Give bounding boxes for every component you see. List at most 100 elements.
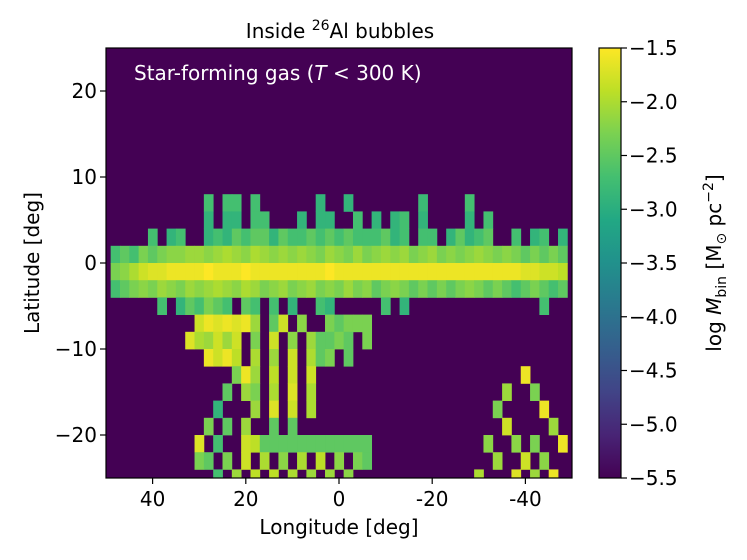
heatmap-cell (558, 435, 568, 453)
heatmap-cell (241, 263, 251, 281)
heatmap-cell (371, 280, 382, 298)
heatmap-cell (203, 228, 214, 247)
heatmap-cell (241, 245, 251, 264)
heatmap-cell (166, 245, 177, 264)
heatmap-cell (194, 435, 205, 453)
heatmap-cell (390, 228, 400, 247)
heatmap-cell (446, 245, 456, 264)
heatmap-cell (250, 331, 261, 350)
heatmap-cell (502, 263, 512, 281)
heatmap-cell (334, 245, 345, 264)
heatmap-cell (287, 366, 298, 384)
heatmap-cell (418, 194, 428, 212)
colorbar-tick-label: −2.5 (629, 144, 678, 168)
heatmap-cell (129, 263, 140, 281)
heatmap-cell (250, 349, 261, 367)
heatmap-cell (334, 280, 345, 298)
heatmap-cell (250, 194, 261, 212)
heatmap-cell (511, 228, 522, 247)
x-tick-label: 20 (233, 487, 258, 511)
heatmap-cell (175, 297, 186, 315)
heatmap-cell (315, 263, 326, 281)
heatmap-cell (306, 245, 317, 264)
heatmap-cell (362, 263, 373, 281)
heatmap-cell (269, 469, 279, 479)
heatmap-cell (343, 314, 354, 333)
colorbar-tick-label: −5.0 (629, 412, 678, 436)
heatmap-cell (297, 280, 307, 298)
heatmap-cell (362, 228, 373, 247)
heatmap-cell (222, 263, 233, 281)
heatmap-cell (241, 366, 251, 384)
heatmap-cell (203, 263, 214, 281)
heatmap-cell (446, 228, 456, 247)
heatmap-cell (250, 435, 261, 453)
annotation-star-forming: Star-forming gas (T < 300 K) (134, 61, 422, 85)
chart-title: Inside 26Al bubbles (246, 18, 434, 43)
heatmap-cell (502, 383, 512, 401)
heatmap-cell (418, 263, 428, 281)
heatmap-cell (334, 452, 345, 470)
heatmap-cell (520, 280, 531, 298)
heatmap-cell (352, 435, 363, 453)
heatmap-cell (213, 245, 223, 264)
heatmap-cell (269, 349, 279, 367)
x-tick-label: -20 (416, 487, 449, 511)
heatmap-cell (119, 280, 130, 298)
heatmap-cell (194, 452, 205, 470)
heatmap-cell (203, 452, 214, 470)
heatmap-cell (250, 383, 261, 401)
heatmap-cell (343, 435, 354, 453)
heatmap-cell (380, 297, 391, 315)
heatmap-cell (278, 314, 289, 333)
heatmap-cell (511, 280, 522, 298)
heatmap-cell (325, 331, 335, 350)
heatmap-cell (334, 314, 345, 333)
y-tick-label: 0 (84, 251, 97, 275)
heatmap-cell (287, 469, 298, 479)
heatmap-cell (455, 263, 466, 281)
heatmap-cell (147, 245, 158, 264)
heatmap-cell (222, 245, 233, 264)
heatmap-cell (371, 211, 382, 229)
heatmap-cell (259, 435, 270, 453)
heatmap-cell (222, 194, 233, 212)
heatmap-cell (213, 435, 223, 453)
heatmap-cell (483, 228, 494, 247)
heatmap-cell (297, 245, 307, 264)
heatmap-cell (436, 263, 447, 281)
heatmap-cell (371, 263, 382, 281)
heatmap-cell (343, 263, 354, 281)
heatmap-cell (380, 245, 391, 264)
heatmap-cell (371, 245, 382, 264)
heatmap-cell (231, 469, 242, 479)
heatmap-cells (110, 194, 568, 479)
heatmap-cell (203, 245, 214, 264)
heatmap-cell (399, 263, 410, 281)
heatmap-cell (352, 211, 363, 229)
colorbar-tick-label: −4.5 (629, 359, 678, 383)
heatmap-cell (427, 263, 438, 281)
y-tick-label: −20 (55, 423, 97, 447)
heatmap-cell (343, 469, 354, 479)
heatmap-cell (231, 349, 242, 367)
heatmap-cell (231, 263, 242, 281)
heatmap-cell (455, 245, 466, 264)
heatmap-cell (269, 366, 279, 384)
heatmap-cell (408, 245, 419, 264)
heatmap-cell (408, 280, 419, 298)
heatmap-cell (287, 435, 298, 453)
heatmap-cell (269, 297, 279, 315)
heatmap-cell (222, 297, 233, 315)
heatmap-cell (203, 417, 214, 436)
heatmap-cell (241, 383, 251, 401)
heatmap-cell (250, 211, 261, 229)
heatmap-cell (138, 263, 149, 281)
y-axis-label: Latitude [deg] (20, 192, 44, 334)
heatmap-cell (213, 314, 223, 333)
heatmap-cell (203, 297, 214, 315)
heatmap-cell (287, 383, 298, 401)
heatmap-cell (352, 245, 363, 264)
heatmap-cell (269, 435, 279, 453)
heatmap-cell (157, 280, 167, 298)
